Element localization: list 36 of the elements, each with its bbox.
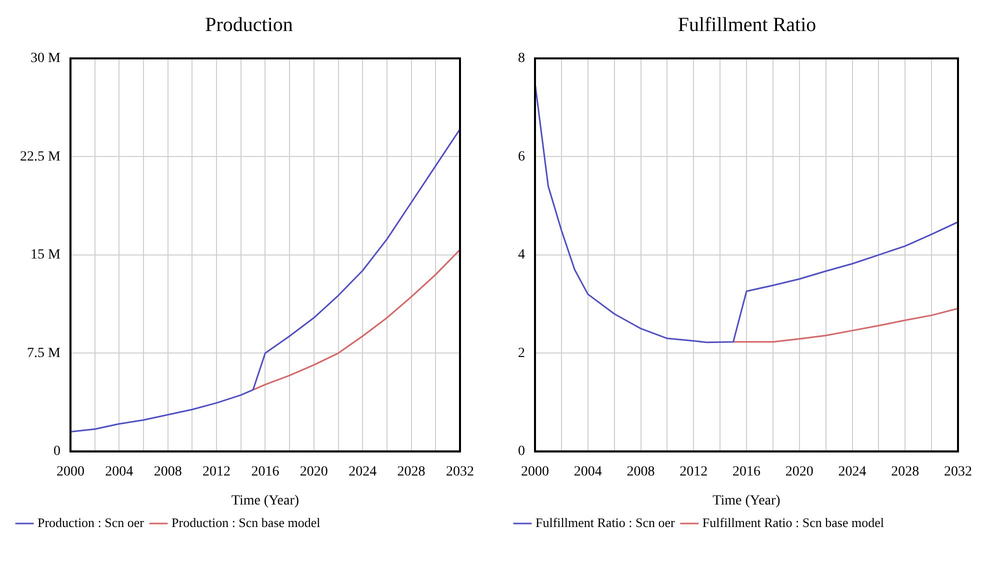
x-tick-label: 2028 [891,464,920,480]
legend-label: Production : Scn oer [38,514,145,530]
x-tick-label: 2016 [732,464,760,480]
y-tick-label: 22.5 M [20,149,61,164]
x-tick-label: 2000 [521,464,549,480]
x-tick-label: 2024 [348,464,377,480]
x-tick-label: 2024 [838,464,866,480]
x-tick-label: 2004 [574,464,602,480]
x-tick-label: 2004 [105,464,134,480]
x-tick-label: 2000 [56,464,84,480]
x-tick-label: 2012 [202,464,231,480]
x-tick-label: 2028 [397,464,426,480]
x-tick-label: 2020 [785,464,814,480]
x-tick-label: 2008 [154,464,182,480]
legend-label: Fulfillment Ratio : Scn base model [702,514,884,530]
chart-title: Fulfillment Ratio [676,13,818,38]
y-tick-label: 0 [53,444,60,460]
x-axis-title: Time (Year) [231,493,300,508]
y-tick-label: 7.5 M [26,346,61,361]
y-tick-label: 2 [518,346,525,361]
legend-label: Production : Scn base model [172,514,321,530]
y-tick-label: 8 [518,51,525,66]
x-tick-label: 2020 [300,464,328,480]
x-tick-label: 2032 [944,464,972,480]
chart-title: Production [204,13,294,38]
y-tick-label: 15 M [30,248,61,263]
y-tick-label: 0 [518,444,525,460]
x-axis-title: Time (Year) [712,493,781,508]
y-tick-label: 4 [518,248,525,263]
x-tick-label: 2008 [626,464,655,480]
y-tick-label: 6 [518,149,525,164]
x-tick-label: 2032 [446,464,474,480]
x-tick-label: 2016 [251,464,280,480]
x-tick-label: 2012 [680,464,708,480]
y-tick-label: 30 M [30,51,61,66]
legend-label: Fulfillment Ratio : Scn oer [536,514,676,530]
